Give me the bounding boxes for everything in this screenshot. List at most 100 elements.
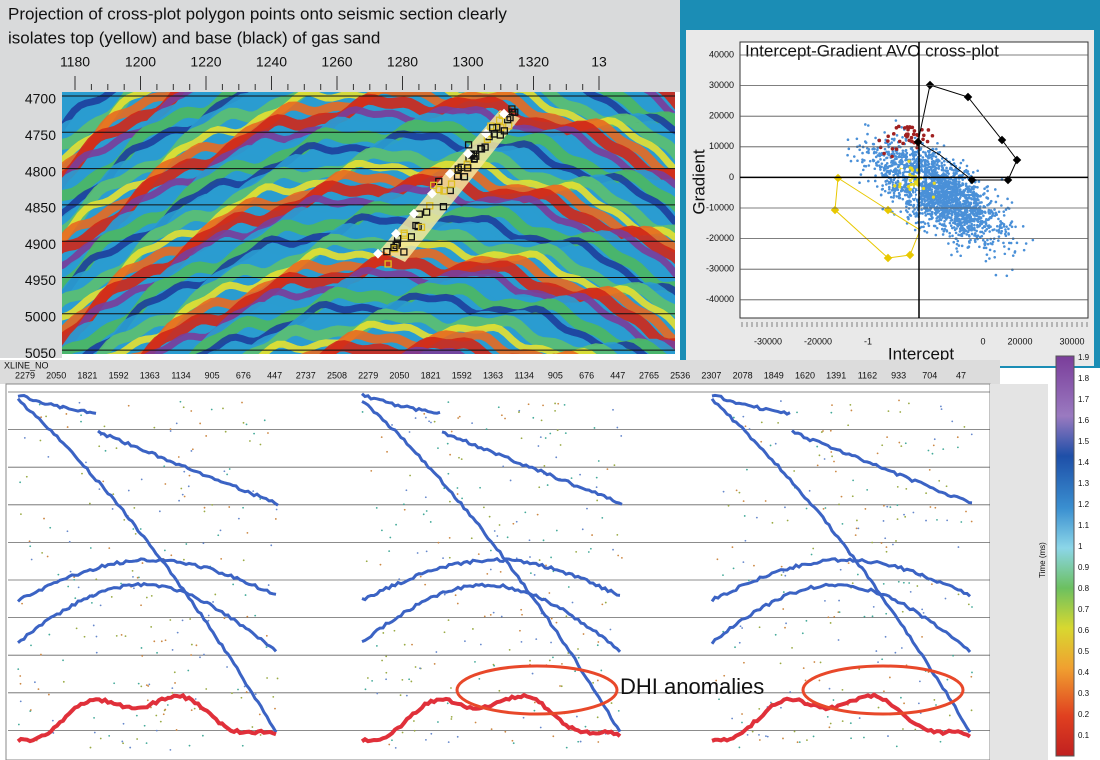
sample-point	[995, 224, 999, 228]
sample-point	[921, 156, 925, 159]
sample-point	[873, 167, 877, 171]
sample-point	[871, 147, 874, 151]
sample-point	[973, 217, 977, 220]
trace-sample	[246, 615, 249, 618]
trace-sample	[793, 470, 796, 472]
polygon-point	[509, 108, 517, 116]
top-point	[427, 188, 437, 199]
trace-sample	[430, 732, 433, 735]
top-point	[463, 148, 473, 159]
seismic-reflector	[265, 329, 580, 354]
trace-sample	[379, 563, 382, 566]
trace-sample	[571, 601, 574, 604]
sample-point	[954, 193, 958, 197]
top-point	[898, 185, 902, 189]
sample-point	[952, 162, 956, 165]
sample-point	[989, 242, 992, 245]
sample-point	[940, 223, 944, 227]
sample-point	[892, 191, 896, 195]
trace-sample	[731, 546, 734, 549]
trace-sample	[780, 574, 783, 576]
trace-sample	[365, 560, 368, 563]
sample-point	[923, 229, 926, 233]
trace-sample	[758, 707, 761, 710]
trace-sample	[486, 572, 489, 575]
trace-sample	[742, 500, 745, 503]
trace-sample	[380, 436, 383, 439]
trace-sample	[731, 717, 734, 720]
trace-sample	[136, 576, 139, 579]
gas-point	[886, 134, 890, 139]
sample-point	[974, 234, 978, 238]
trace-sample	[727, 504, 730, 507]
caption-line: isolates top (yellow) and base (black) o…	[8, 28, 380, 47]
sample-point	[900, 159, 904, 162]
sample-point	[946, 186, 950, 190]
trace-sample	[833, 460, 835, 463]
trace-sample	[820, 431, 823, 433]
trace-sample	[806, 739, 808, 742]
sample-point	[880, 188, 884, 191]
sample-point	[1010, 225, 1014, 229]
sample-point	[925, 194, 929, 197]
trace-sample	[381, 659, 383, 662]
x-tick-label: 1320	[518, 54, 549, 70]
trace-sample	[433, 420, 436, 423]
trace-sample	[555, 529, 558, 532]
polygon-point	[440, 187, 448, 195]
colorbar-tick: 1.9	[1078, 353, 1090, 362]
trace-sample	[212, 601, 214, 603]
trace-sample	[512, 522, 515, 525]
trace-sample	[226, 473, 229, 476]
trace-sample	[818, 679, 821, 682]
sample-point	[976, 169, 979, 173]
sample-point	[946, 183, 950, 186]
sample-point	[954, 180, 957, 183]
trace-sample	[854, 534, 857, 536]
trace-sample	[120, 633, 123, 636]
sample-point	[966, 225, 970, 228]
sample-point	[878, 166, 882, 169]
sample-point	[935, 196, 938, 200]
trace-sample	[875, 650, 878, 652]
trace-sample	[380, 529, 383, 532]
trace-sample	[965, 510, 967, 513]
trace-sample	[199, 656, 201, 659]
trace-sample	[744, 539, 747, 542]
sample-point	[994, 200, 998, 204]
trace-sample	[539, 726, 542, 729]
trace-sample	[489, 568, 492, 571]
trace-sample	[774, 633, 777, 636]
sample-point	[995, 213, 998, 216]
trace-sample	[433, 663, 436, 665]
x-tick-label: 676	[579, 370, 594, 380]
sample-point	[942, 159, 946, 163]
trace-sample	[819, 661, 822, 664]
sample-point	[1015, 241, 1019, 245]
time-axis	[990, 384, 1048, 760]
trace-sample	[461, 497, 463, 500]
trace-sample	[554, 402, 556, 405]
trace-sample	[595, 476, 598, 479]
trace-sample	[489, 549, 492, 552]
sample-point	[852, 155, 856, 158]
y-tick-label: -40000	[706, 294, 734, 304]
y-tick-label: 10000	[709, 141, 734, 151]
trace-sample	[83, 635, 86, 638]
sample-point	[880, 162, 884, 165]
sample-point	[919, 201, 923, 204]
top-point	[909, 182, 913, 187]
trace-sample	[613, 464, 616, 467]
trace-sample	[929, 506, 932, 508]
trace-sample	[171, 691, 174, 694]
sample-point	[1007, 241, 1011, 245]
sample-point	[943, 220, 946, 223]
top-point	[908, 178, 912, 183]
sample-point	[885, 156, 889, 160]
horizon	[441, 430, 623, 506]
trace-sample	[970, 520, 973, 523]
trace-sample	[782, 571, 785, 574]
trace-sample	[601, 603, 604, 606]
sample-point	[959, 161, 963, 165]
sample-point	[926, 170, 930, 174]
